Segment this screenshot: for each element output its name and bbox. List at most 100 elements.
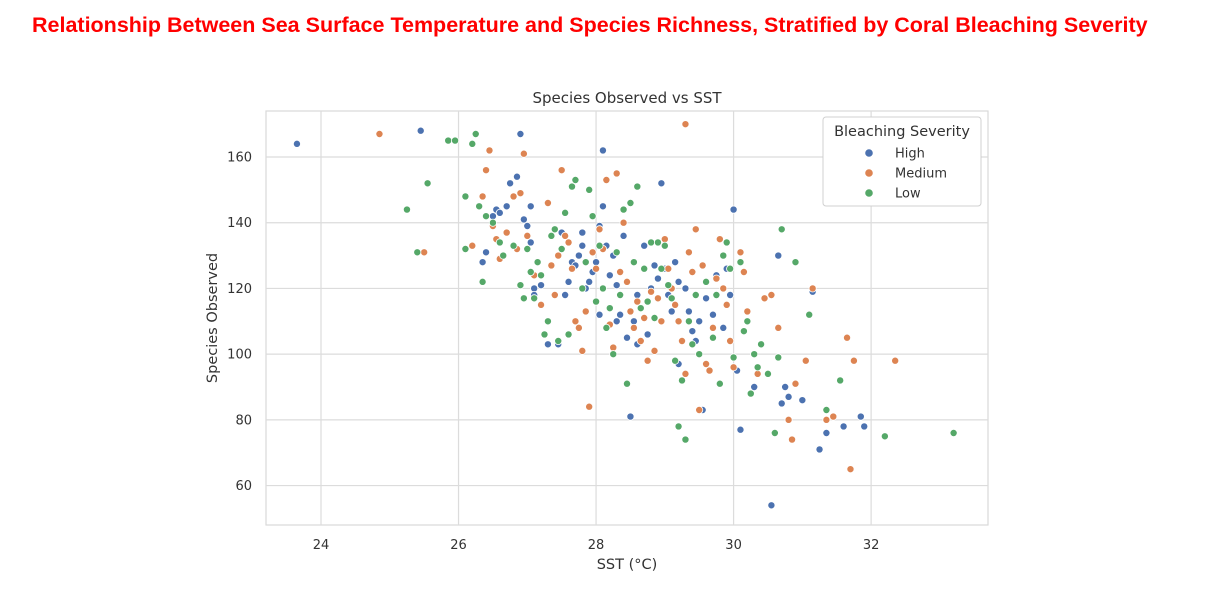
data-point	[592, 258, 601, 267]
data-point	[726, 290, 735, 299]
data-point	[550, 225, 559, 234]
data-point	[684, 307, 693, 316]
data-point	[605, 304, 614, 313]
data-point	[413, 248, 422, 257]
data-point	[523, 231, 532, 240]
data-point	[640, 241, 649, 250]
x-tick-label: 24	[313, 538, 330, 553]
data-point	[843, 333, 852, 342]
data-point	[420, 248, 429, 257]
data-point	[726, 264, 735, 273]
data-point	[585, 402, 594, 411]
data-point	[543, 198, 552, 207]
data-point	[856, 412, 865, 421]
data-point	[805, 310, 814, 319]
data-point	[550, 290, 559, 299]
data-point	[777, 225, 786, 234]
data-point	[561, 290, 570, 299]
data-point	[519, 149, 528, 158]
data-point	[729, 353, 738, 362]
data-point	[461, 244, 470, 253]
data-point	[571, 317, 580, 326]
data-point	[712, 290, 721, 299]
data-point	[653, 274, 662, 283]
data-point	[708, 323, 717, 332]
data-point	[739, 327, 748, 336]
data-point	[784, 392, 793, 401]
x-tick-label: 32	[863, 538, 880, 553]
data-point	[791, 258, 800, 267]
data-point	[598, 202, 607, 211]
data-point	[777, 399, 786, 408]
data-point	[547, 261, 556, 270]
data-point	[495, 238, 504, 247]
legend-marker	[864, 188, 874, 198]
page-heading: Relationship Between Sea Surface Tempera…	[32, 13, 1148, 37]
data-point	[478, 258, 487, 267]
data-point	[578, 241, 587, 250]
data-point	[626, 198, 635, 207]
data-point	[519, 294, 528, 303]
legend: Bleaching Severity High Medium Low	[822, 116, 982, 207]
data-point	[567, 264, 576, 273]
y-tick-label: 140	[227, 216, 252, 231]
data-point	[702, 359, 711, 368]
data-point	[722, 238, 731, 247]
data-point	[602, 323, 611, 332]
data-point	[647, 287, 656, 296]
data-point	[849, 356, 858, 365]
data-point	[681, 120, 690, 129]
data-point	[836, 376, 845, 385]
data-point	[671, 258, 680, 267]
data-point	[619, 231, 628, 240]
data-point	[784, 415, 793, 424]
data-point	[468, 241, 477, 250]
data-point	[746, 389, 755, 398]
legend-title: Bleaching Severity	[834, 124, 970, 140]
data-point	[770, 428, 779, 437]
y-tick-label: 80	[235, 413, 252, 428]
data-point	[502, 228, 511, 237]
data-point	[519, 215, 528, 224]
data-point	[729, 363, 738, 372]
data-point	[574, 323, 583, 332]
data-point	[949, 428, 958, 437]
data-point	[829, 412, 838, 421]
data-point	[781, 382, 790, 391]
data-point	[578, 228, 587, 237]
data-point	[526, 202, 535, 211]
data-point	[502, 202, 511, 211]
data-point	[461, 192, 470, 201]
data-point	[292, 139, 301, 148]
data-point	[578, 284, 587, 293]
data-point	[633, 290, 642, 299]
data-point	[643, 297, 652, 306]
data-point	[598, 146, 607, 155]
data-point	[653, 294, 662, 303]
data-point	[791, 379, 800, 388]
data-point	[571, 175, 580, 184]
y-tick-labels: 60 80 100 120 140 160	[227, 151, 252, 495]
data-point	[739, 267, 748, 276]
data-point	[540, 330, 549, 339]
data-point	[695, 317, 704, 326]
data-point	[595, 310, 604, 319]
data-point	[598, 284, 607, 293]
data-point	[657, 179, 666, 188]
legend-label: High	[895, 147, 925, 162]
data-point	[488, 218, 497, 227]
legend-label: Low	[895, 187, 921, 202]
data-point	[736, 248, 745, 257]
y-tick-label: 160	[227, 151, 252, 166]
data-point	[674, 317, 683, 326]
data-point	[482, 166, 491, 175]
data-point	[839, 422, 848, 431]
data-points	[292, 120, 958, 510]
data-point	[623, 277, 632, 286]
data-point	[616, 267, 625, 276]
data-point	[495, 208, 504, 217]
data-point	[647, 238, 656, 247]
data-point	[650, 313, 659, 322]
data-point	[537, 271, 546, 280]
data-point	[650, 261, 659, 270]
